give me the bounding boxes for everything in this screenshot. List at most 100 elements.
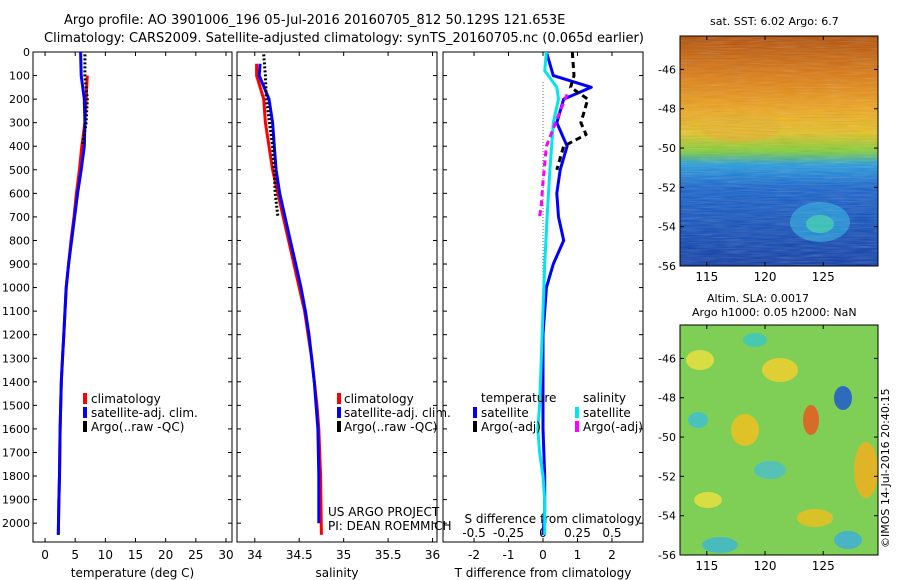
secondary-x-tick-label: -0.25: [493, 526, 524, 540]
lat-tick-label: -48: [658, 392, 676, 405]
legend-sal-argo-swatch: [575, 421, 579, 432]
depth-tick-label: 1800: [2, 470, 30, 483]
legend-climatology-label: climatology: [91, 392, 161, 406]
imos-timestamp: ©IMOS 14-Jul-2016 20:40:15: [879, 388, 892, 548]
depth-tick-label: 200: [9, 93, 30, 106]
legend-argo-swatch: [337, 421, 341, 432]
x-tick-label: 34: [247, 548, 262, 562]
salinity-legend: climatology satellite-adj. clim. Argo(..…: [328, 392, 451, 533]
x-tick-label: 35: [336, 548, 351, 562]
legend-temp-argo-label: Argo(-adj): [481, 420, 541, 434]
depth-tick-label: 0: [23, 46, 30, 59]
lat-tick-label: -54: [658, 510, 676, 523]
x-tick-label: 1: [574, 548, 582, 562]
x-tick-label: 15: [128, 548, 143, 562]
depth-tick-label: 500: [9, 164, 30, 177]
sla-low-blob: [754, 461, 786, 479]
salinity-argo-adj-line: [538, 93, 569, 218]
temperature-panel: 0100200300400500600700800900100011001200…: [2, 46, 234, 580]
sla-map-title-1: Altim. SLA: 0.0017: [707, 292, 809, 305]
x-tick-label: 34.5: [286, 548, 313, 562]
depth-tick-label: 1500: [2, 399, 30, 412]
satellite-adj-clim-line: [56, 51, 87, 535]
legend-temperature-title: temperature: [481, 391, 556, 405]
climatology-line: [255, 63, 323, 535]
lat-tick-label: -46: [658, 352, 676, 365]
sst-lat-axis: -46 -48 -50 -52 -54 -56: [658, 63, 878, 273]
sla-high-blob: [803, 405, 819, 435]
x-tick-label: 0: [41, 548, 49, 562]
temperature-satellite-line: [541, 51, 593, 536]
x-tick-label: 10: [98, 548, 113, 562]
depth-tick-label: 900: [9, 258, 30, 271]
sst-map-title: sat. SST: 6.02 Argo: 6.7: [710, 15, 839, 28]
lat-tick-label: -46: [658, 63, 676, 76]
lat-tick-label: -50: [658, 431, 676, 444]
sla-low-blob: [702, 537, 738, 553]
legend-argo-label: Argo(..raw -QC): [344, 420, 437, 434]
sla-high-blob: [694, 492, 722, 508]
x-tick-label: -2: [468, 548, 480, 562]
legend-climatology-swatch: [337, 393, 341, 404]
credit-line-2: PI: DEAN ROEMMICH: [328, 519, 451, 533]
x-tick-label: 25: [188, 548, 203, 562]
sla-high-blob: [762, 358, 798, 382]
credit-line-1: US ARGO PROJECT: [328, 505, 440, 519]
legend-climatology-swatch: [83, 393, 87, 404]
secondary-x-tick-label: 0.25: [564, 526, 591, 540]
plot-frame: [236, 51, 438, 543]
title-line-2: Climatology: CARS2009. Satellite-adjuste…: [44, 31, 644, 46]
x-tick-label: -1: [503, 548, 515, 562]
depth-tick-label: 600: [9, 187, 30, 200]
depth-tick-label: 1000: [2, 282, 30, 295]
plot-frame: [32, 51, 233, 543]
legend-sal-satellite-swatch: [575, 407, 579, 418]
salinity-panel: 34 34.5 35 35.5 36 salinity: [236, 51, 440, 580]
depth-tick-label: 1200: [2, 329, 30, 342]
difference-panel: -2 -1 0 1 2 T difference from climatology S di…: [442, 51, 644, 580]
lon-tick-label: 115: [695, 559, 718, 573]
sla-low-blob: [834, 386, 852, 410]
sst-map: sat. SST: 6.02 Argo: 6.7 -46 -48 -50 -52 -54…: [658, 15, 879, 284]
legend-sal-argo-label: Argo(-adj): [583, 420, 643, 434]
x-axis-label: salinity: [315, 566, 358, 580]
lon-tick-label: 125: [812, 559, 835, 573]
legend-temp-argo-swatch: [473, 421, 477, 432]
lat-tick-label: -50: [658, 142, 676, 155]
legend-satellite-label: satellite-adj. clim.: [344, 406, 451, 420]
legend-climatology-label: climatology: [344, 392, 414, 406]
temperature-argo-adj-line: [555, 51, 590, 171]
legend-satellite-swatch: [337, 407, 341, 418]
lon-tick-label: 120: [754, 270, 777, 284]
sla-map-frame: [679, 324, 879, 556]
depth-tick-label: 1400: [2, 376, 30, 389]
sla-low-blob: [743, 333, 767, 347]
lat-tick-label: -52: [658, 181, 676, 194]
depth-tick-label: 400: [9, 140, 30, 153]
depth-tick-label: 2000: [2, 517, 30, 530]
depth-tick-label: 700: [9, 211, 30, 224]
depth-tick-label: 1100: [2, 305, 30, 318]
lat-tick-label: -52: [658, 470, 676, 483]
salinity-satellite-line: [536, 51, 560, 535]
legend-argo-swatch: [83, 421, 87, 432]
lat-tick-label: -56: [658, 549, 676, 562]
depth-tick-label: 1300: [2, 352, 30, 365]
sla-map-blobs: [686, 333, 878, 553]
x-tick-label: 30: [218, 548, 233, 562]
legend-satellite-label: satellite-adj. clim.: [91, 406, 198, 420]
x-tick-label: 5: [71, 548, 79, 562]
legend-temp-satellite-swatch: [473, 407, 477, 418]
lon-tick-label: 115: [695, 270, 718, 284]
lat-tick-label: -54: [658, 221, 676, 234]
x-tick-label: 2: [608, 548, 616, 562]
x-tick-label: 20: [158, 548, 173, 562]
legend-temp-satellite-label: satellite: [481, 406, 529, 420]
sla-high-blob: [731, 414, 759, 446]
x-axis-label: temperature (deg C): [71, 566, 194, 580]
temperature-legend: climatology satellite-adj. clim. Argo(..…: [83, 392, 198, 434]
sst-map-frame: [679, 35, 879, 267]
x-tick-label: 35.5: [375, 548, 402, 562]
x-tick-label: 0: [539, 548, 547, 562]
